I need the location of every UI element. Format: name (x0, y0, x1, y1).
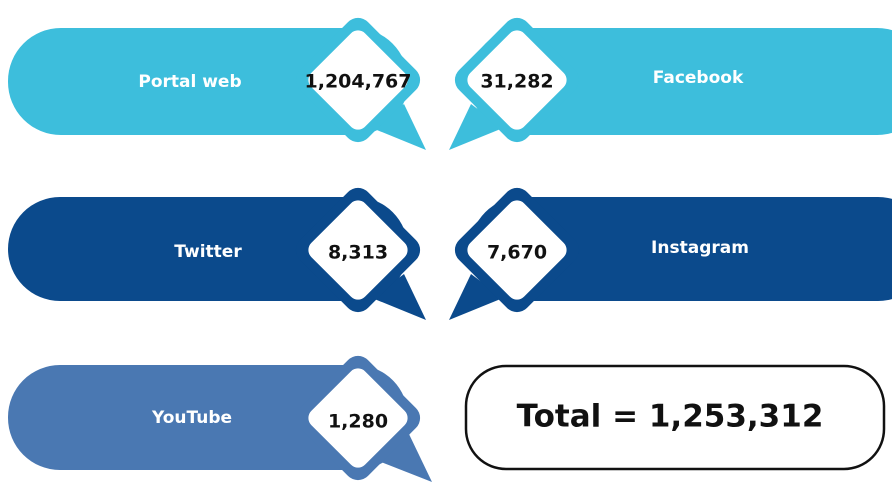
label: Twitter (174, 242, 242, 262)
total: Total = 1,253,312 (517, 399, 824, 435)
value: 1,204,767 (305, 71, 412, 93)
label: Instagram (651, 238, 749, 258)
badge (449, 17, 580, 150)
label: Portal web (138, 72, 241, 92)
value: 7,670 (487, 242, 547, 264)
badge (295, 355, 432, 482)
badge (295, 187, 426, 320)
pill (8, 28, 408, 135)
pill (8, 197, 408, 301)
value: 8,313 (328, 242, 388, 264)
pill (8, 365, 408, 470)
label: YouTube (151, 408, 232, 428)
badge (295, 17, 426, 150)
value: 1,280 (328, 411, 388, 433)
pill (470, 28, 892, 135)
total-box (464, 364, 886, 471)
label: Facebook (653, 68, 744, 88)
pill (470, 197, 892, 301)
badge (449, 187, 580, 320)
value: 31,282 (480, 71, 553, 93)
